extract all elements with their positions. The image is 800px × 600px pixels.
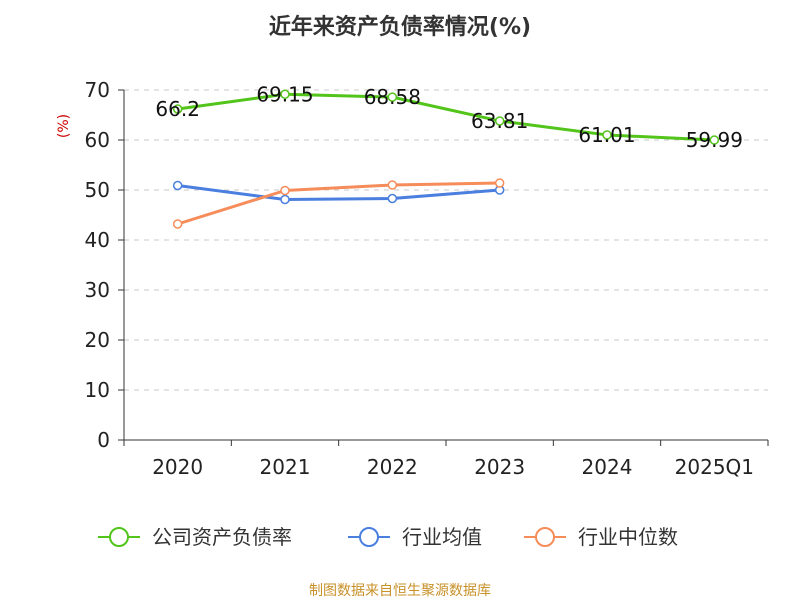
data-point (602, 130, 612, 140)
data-label: 66.2 (155, 97, 200, 121)
legend-marker (359, 527, 379, 547)
grid-lines (124, 89, 768, 391)
data-point (172, 180, 183, 191)
y-tick-label: 50 (85, 178, 110, 202)
y-tick-label: 10 (85, 378, 110, 402)
legend-marker (535, 527, 555, 547)
legend-label: 公司资产负债率 (152, 525, 292, 549)
series-line (177, 92, 715, 142)
x-tick-label: 2022 (367, 455, 418, 479)
data-point (494, 116, 505, 126)
data-point (387, 180, 398, 190)
legend-item: 行业均值 (348, 525, 482, 549)
y-tick-label: 70 (85, 78, 110, 102)
data-label: 69.15 (256, 82, 313, 106)
x-tick-label: 2023 (474, 455, 525, 479)
legend-label: 行业均值 (402, 525, 482, 549)
legend: 公司资产负债率 行业均值 行业中位数 (98, 525, 678, 549)
axes: 0 10 20 30 40 50 60 70 2020 2021 2022 2023 2024 2025Q… (85, 78, 769, 479)
data-point (280, 185, 290, 196)
y-tick-label: 30 (85, 278, 110, 302)
data-label: 61.01 (578, 123, 635, 147)
source-note: 制图数据来自恒生聚源数据库 (309, 583, 491, 599)
chart-title: 近年来资产负债率情况(%) (269, 14, 531, 40)
series-0 (172, 89, 720, 145)
y-tick-label: 60 (85, 128, 110, 152)
data-point (280, 89, 290, 99)
data-point (494, 178, 505, 188)
data-point (280, 194, 290, 205)
data-point (709, 135, 720, 145)
data-point (172, 104, 183, 114)
legend-marker (109, 527, 129, 547)
data-point (172, 219, 183, 229)
y-tick-label: 0 (97, 428, 110, 452)
series-line (177, 184, 500, 201)
data-label: 59.99 (686, 128, 743, 152)
series-line (177, 181, 500, 226)
x-tick-label: 2021 (260, 455, 311, 479)
data-point (387, 92, 398, 102)
y-axis-unit: (%) (56, 114, 72, 138)
data-label: 68.58 (364, 85, 421, 109)
legend-label: 行业中位数 (578, 525, 678, 549)
y-tick-label: 20 (85, 328, 110, 352)
legend-item: 公司资产负债率 (98, 525, 292, 549)
x-tick-label: 2024 (582, 455, 633, 479)
y-tick-label: 40 (85, 228, 110, 252)
legend-item: 行业中位数 (524, 525, 678, 549)
data-labels: 66.2 69.15 68.58 63.81 61.01 59.99 (155, 82, 743, 152)
series-2 (172, 178, 505, 229)
data-label: 63.81 (471, 109, 528, 133)
series-1 (172, 180, 505, 205)
data-point (387, 193, 398, 204)
x-tick-label: 2025Q1 (675, 455, 754, 479)
series-lines (172, 89, 720, 229)
x-tick-label: 2020 (152, 455, 203, 479)
